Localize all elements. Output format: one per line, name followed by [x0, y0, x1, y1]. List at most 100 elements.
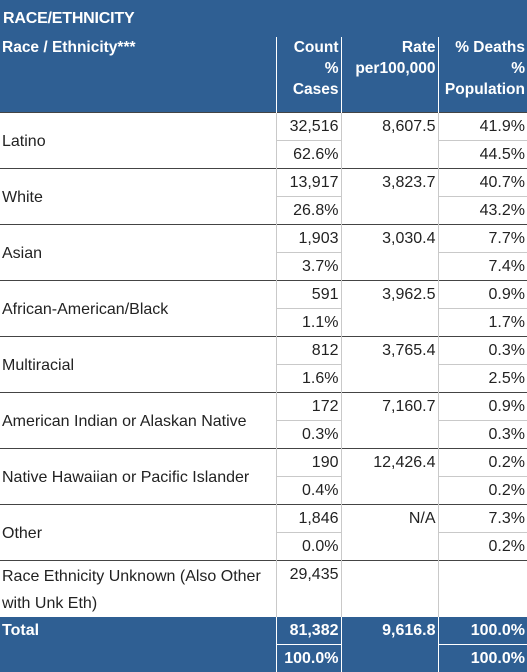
race-row-second: 26.8% 43.2%: [0, 195, 527, 224]
race-name: Other: [0, 503, 276, 560]
empty-cell: [340, 559, 438, 589]
empty-cell: [340, 140, 438, 168]
race-count: 13,917: [275, 167, 341, 196]
race-count: 190: [275, 447, 341, 476]
total-row-second: 100.0% 100.0%: [0, 643, 527, 672]
race-deaths-pct: 7.7%: [437, 223, 527, 252]
race-cases-pct: 0.0%: [275, 531, 341, 560]
race-cases-pct: 0.4%: [275, 475, 341, 504]
race-cases-pct: 26.8%: [275, 195, 341, 224]
empty-cell: [437, 559, 527, 589]
race-name: Latino: [0, 111, 276, 168]
panel-title: RACE/ETHNICITY: [0, 0, 527, 37]
header-deaths: % Deaths % Population: [437, 37, 527, 112]
race-row-second: 0.3% 0.3%: [0, 419, 527, 448]
header-cases-label: Cases: [292, 81, 339, 98]
race-cases-pct: 1.6%: [275, 363, 341, 392]
race-name: Multiracial: [0, 335, 276, 392]
race-row-second: 3.7% 7.4%: [0, 251, 527, 280]
race-population-pct: 1.7%: [437, 307, 527, 336]
header-cases-pct-symbol: %: [324, 60, 339, 77]
race-row-second: 1.6% 2.5%: [0, 363, 527, 392]
header-count-label: Count: [293, 39, 339, 56]
race-population-pct: 44.5%: [437, 139, 527, 168]
race-rate: 3,823.7: [340, 167, 438, 196]
race-row: Multiracial 812 3,765.4 0.3%: [0, 335, 527, 392]
race-population-pct: 43.2%: [437, 195, 527, 224]
race-row-second: 62.6% 44.5%: [0, 139, 527, 168]
race-ethnicity-table: Race / Ethnicity*** Count % Cases Rate p…: [0, 37, 527, 672]
header-deaths-label: % Deaths: [455, 39, 525, 56]
race-row-second: 1.1% 1.7%: [0, 307, 527, 336]
header-race-ethnicity: Race / Ethnicity***: [0, 37, 276, 112]
header-rate-unit: per100,000: [355, 60, 436, 77]
empty-cell: [340, 196, 438, 224]
total-count: 81,382: [275, 616, 341, 644]
race-row: White 13,917 3,823.7 40.7%: [0, 167, 527, 224]
unknown-row-second: [0, 588, 527, 617]
empty-cell: [340, 252, 438, 280]
race-rate: 8,607.5: [340, 111, 438, 140]
empty-cell: [437, 588, 527, 617]
race-count: 1,903: [275, 223, 341, 252]
race-count: 591: [275, 279, 341, 308]
race-deaths-pct: 0.9%: [437, 279, 527, 308]
empty-cell: [340, 588, 438, 617]
race-deaths-pct: 0.2%: [437, 447, 527, 476]
race-rate: 3,030.4: [340, 223, 438, 252]
race-population-pct: 0.2%: [437, 475, 527, 504]
race-cases-pct: 3.7%: [275, 251, 341, 280]
unknown-name: Race Ethnicity Unknown (Also Other with …: [0, 559, 276, 617]
empty-cell: [0, 644, 276, 672]
race-name: Asian: [0, 223, 276, 280]
race-row: Asian 1,903 3,030.4 7.7%: [0, 223, 527, 280]
table-body: Latino 32,516 8,607.5 41.9% 62.6% 44.5% White 1…: [0, 111, 527, 560]
empty-cell: [340, 420, 438, 448]
empty-cell: [340, 644, 438, 672]
race-count: 32,516: [275, 111, 341, 140]
header-population-label: Population: [444, 81, 525, 98]
total-name: Total: [0, 616, 276, 644]
race-deaths-pct: 0.3%: [437, 335, 527, 364]
race-row-second: 0.0% 0.2%: [0, 531, 527, 560]
total-cases-pct: 100.0%: [275, 643, 341, 672]
race-cases-pct: 0.3%: [275, 419, 341, 448]
empty-cell: [275, 588, 341, 617]
empty-cell: [340, 308, 438, 336]
header-rate: Rate per100,000: [340, 37, 438, 112]
race-count: 812: [275, 335, 341, 364]
unknown-row: Race Ethnicity Unknown (Also Other with …: [0, 559, 527, 617]
race-row: African-American/Black 591 3,962.5 0.9%: [0, 279, 527, 336]
race-cases-pct: 1.1%: [275, 307, 341, 336]
empty-cell: [340, 532, 438, 560]
race-rate: 3,962.5: [340, 279, 438, 308]
race-row: Native Hawaiian or Pacific Islander 190 12…: [0, 447, 527, 504]
table-header-row: Race / Ethnicity*** Count % Cases Rate p…: [0, 37, 527, 112]
race-population-pct: 7.4%: [437, 251, 527, 280]
empty-cell: [340, 476, 438, 504]
race-cases-pct: 62.6%: [275, 139, 341, 168]
race-rate: N/A: [340, 503, 438, 532]
empty-cell: [340, 364, 438, 392]
race-name: American Indian or Alaskan Native: [0, 391, 276, 448]
race-row: American Indian or Alaskan Native 172 7,16…: [0, 391, 527, 448]
header-rate-label: Rate: [401, 39, 436, 56]
race-deaths-pct: 41.9%: [437, 111, 527, 140]
race-deaths-pct: 40.7%: [437, 167, 527, 196]
race-rate: 12,426.4: [340, 447, 438, 476]
unknown-count: 29,435: [275, 559, 341, 589]
race-population-pct: 2.5%: [437, 363, 527, 392]
total-deaths: 100.0%: [437, 616, 527, 644]
race-row-second: 0.4% 0.2%: [0, 475, 527, 504]
total-row: Total 81,382 9,616.8 100.0%: [0, 616, 527, 644]
race-deaths-pct: 7.3%: [437, 503, 527, 532]
header-population-pct-symbol: %: [511, 60, 525, 77]
race-deaths-pct: 0.9%: [437, 391, 527, 420]
race-name: African-American/Black: [0, 279, 276, 336]
race-population-pct: 0.3%: [437, 419, 527, 448]
race-row: Other 1,846 N/A 7.3%: [0, 503, 527, 560]
total-population-pct: 100.0%: [437, 643, 527, 672]
race-count: 172: [275, 391, 341, 420]
race-population-pct: 0.2%: [437, 531, 527, 560]
